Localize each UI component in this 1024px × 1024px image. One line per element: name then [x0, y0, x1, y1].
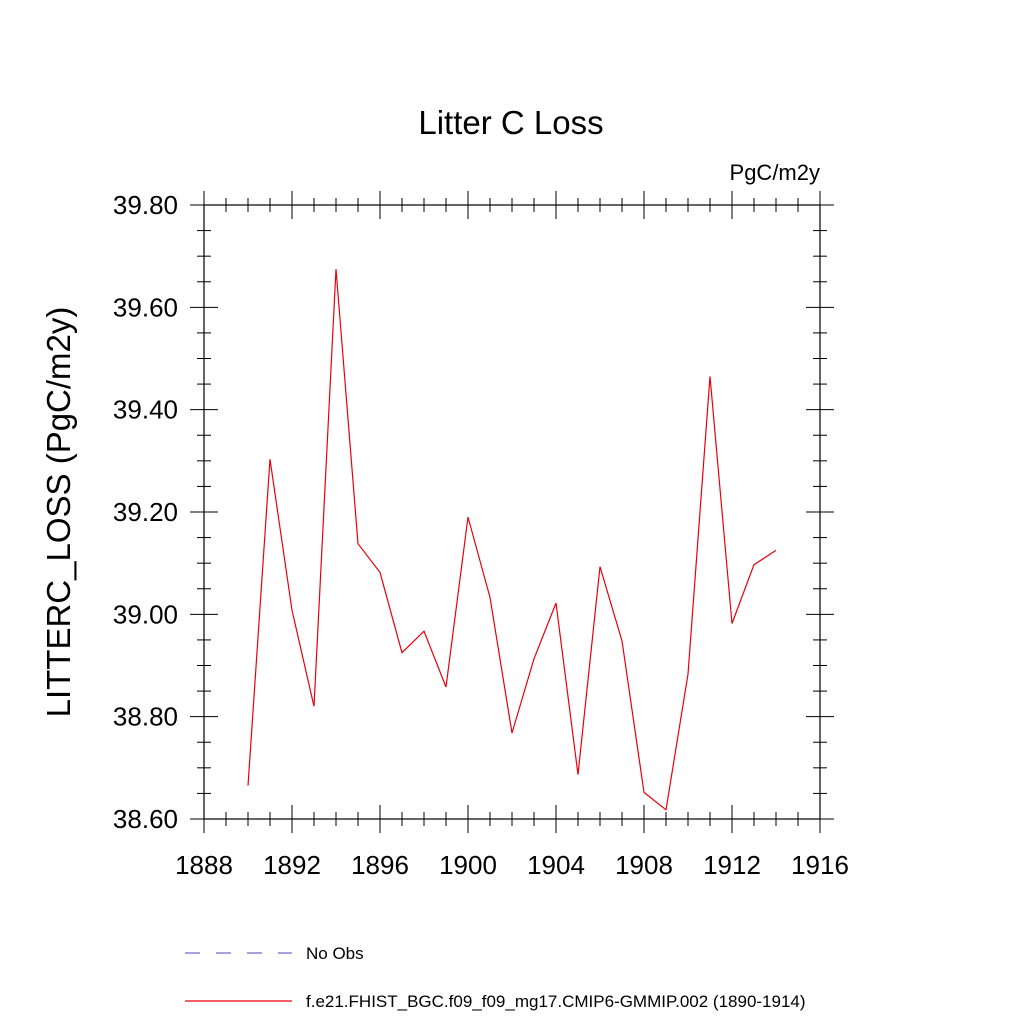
series-line-litterc-loss	[247, 268, 777, 811]
y-tick-label: 38.80	[113, 702, 178, 732]
y-tick-label: 38.60	[113, 804, 178, 834]
chart-title: Litter C Loss	[418, 104, 603, 141]
y-tick-label: 39.20	[113, 497, 178, 527]
x-tick-label: 1892	[263, 850, 321, 880]
axis-ticks	[190, 191, 834, 833]
y-tick-label: 39.00	[113, 599, 178, 629]
y-tick-labels: 38.60 38.80 39.00 39.20 39.40 39.60 39.80	[113, 190, 178, 834]
legend-label-model: f.e21.FHIST_BGC.f09_f09_mg17.CMIP6-GMMIP…	[306, 992, 806, 1011]
x-tick-label: 1900	[439, 850, 497, 880]
x-tick-label: 1908	[615, 850, 673, 880]
x-tick-label: 1896	[351, 850, 409, 880]
legend: No Obs f.e21.FHIST_BGC.f09_f09_mg17.CMIP…	[185, 944, 806, 1011]
y-tick-label: 39.60	[113, 292, 178, 322]
plot-frame	[203, 204, 821, 820]
x-tick-label: 1888	[175, 850, 233, 880]
series-layer	[247, 268, 777, 811]
units-label: PgC/m2y	[730, 160, 820, 185]
x-tick-label: 1904	[527, 850, 585, 880]
y-tick-label: 39.80	[113, 190, 178, 220]
legend-label-no-obs: No Obs	[306, 944, 364, 963]
x-tick-labels: 1888 1892 1896 1900 1904 1908 1912 1916	[175, 850, 849, 880]
y-axis-label: LITTERC_LOSS (PgC/m2y)	[40, 307, 77, 718]
y-tick-label: 39.40	[113, 395, 178, 425]
x-tick-label: 1916	[791, 850, 849, 880]
x-tick-label: 1912	[703, 850, 761, 880]
